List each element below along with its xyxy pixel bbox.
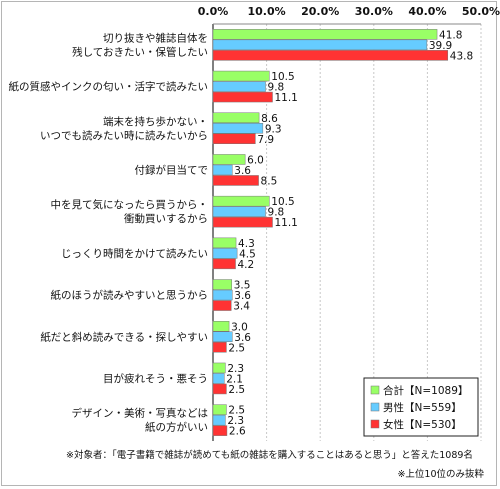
bar: [212, 29, 438, 40]
bar: [212, 50, 449, 61]
data-label: 2.5: [228, 405, 245, 417]
bar: [212, 206, 266, 217]
x-tick-label: 0.0%: [198, 5, 229, 18]
legend-swatch: [370, 419, 380, 429]
top10-footnote: ※上位10位のみ抜粋: [397, 469, 484, 480]
data-label: 2.5: [228, 342, 245, 354]
bar: [212, 248, 238, 259]
bar: [212, 258, 236, 270]
category-label: いつでも読みたい時に読みたいから: [40, 129, 208, 142]
bar: [212, 216, 273, 228]
bar: [212, 81, 266, 92]
data-label: 41.8: [439, 29, 462, 41]
x-tick-label: 50.0%: [462, 5, 500, 18]
category-label: 紙だと斜め読みできる・探しやすい: [40, 330, 208, 343]
bar: [212, 195, 270, 207]
bar: [212, 91, 273, 103]
bar: [212, 237, 237, 249]
data-label: 2.3: [227, 415, 244, 427]
category-label: 衝動買いするから: [124, 212, 208, 225]
x-tick-label: 40.0%: [408, 5, 446, 18]
data-label: 6.0: [247, 154, 264, 166]
bar: [212, 414, 226, 426]
category-label: 目が疲れそう・悪そう: [103, 372, 208, 385]
bar: [212, 383, 227, 395]
category-label: 切り抜きや雑誌自体を: [103, 31, 208, 44]
legend-swatch: [370, 402, 380, 412]
bar: [212, 279, 233, 290]
category-label: じっくり時間をかけて読みたい: [61, 247, 208, 260]
data-label: 3.5: [234, 280, 251, 292]
bar: [212, 331, 233, 342]
category-label: 端末を持ち歩かない・: [103, 115, 208, 128]
legend-label: 男性【N=559】: [383, 401, 462, 414]
bar: [212, 373, 225, 384]
bar: [212, 112, 260, 123]
bar: [212, 164, 233, 176]
legend-label: 女性【N=530】: [383, 418, 462, 431]
bar: [212, 70, 270, 82]
data-label: 2.1: [226, 373, 243, 385]
data-label: 3.0: [231, 321, 248, 333]
bar: [212, 289, 233, 301]
data-label: 9.8: [268, 207, 285, 219]
data-label: 2.3: [227, 363, 244, 375]
data-label: 4.5: [239, 248, 256, 260]
data-label: 4.2: [238, 259, 255, 271]
data-label: 2.5: [228, 384, 245, 396]
data-label: 4.3: [238, 238, 255, 250]
category-label: 中を見て気になったら買うから・: [51, 198, 209, 211]
data-label: 9.8: [268, 82, 285, 94]
bar: [212, 404, 227, 415]
x-tick-label: 30.0%: [355, 5, 393, 18]
legend-box: [363, 377, 479, 437]
data-label: 10.5: [271, 196, 294, 208]
legend-label: 合計【N=1089】: [383, 384, 468, 397]
target-footnote: ※対象者：「電子書籍で雑誌が読めても紙の雑誌を購入することはあると思う」と答えた…: [66, 450, 473, 461]
legend-swatch: [370, 385, 380, 395]
bar: [212, 39, 428, 51]
data-label: 3.6: [234, 332, 251, 344]
category-label: 残しておきたい・保管したい: [72, 45, 208, 58]
category-label: デザイン・美術・写真などは: [72, 407, 209, 420]
data-label: 11.1: [274, 92, 297, 104]
data-label: 3.6: [234, 165, 251, 177]
bar: [212, 123, 264, 134]
category-label: 紙のほうが読みやすいと思うから: [51, 289, 209, 302]
data-label: 11.1: [274, 217, 297, 229]
data-label: 10.5: [271, 71, 294, 83]
data-label: 39.9: [429, 40, 452, 52]
data-label: 3.4: [233, 301, 250, 313]
data-label: 9.3: [265, 123, 282, 135]
bar: [212, 154, 246, 165]
data-label: 7.9: [257, 134, 274, 146]
data-label: 2.6: [229, 426, 246, 438]
bar: [212, 362, 226, 374]
data-label: 43.8: [450, 50, 473, 62]
data-label: 8.6: [261, 113, 278, 125]
category-label: 紙の質感やインクの匂い・活字で読みたい: [9, 80, 209, 93]
bar: [212, 175, 259, 186]
bar: [212, 425, 228, 436]
data-label: 8.5: [261, 175, 278, 187]
data-label: 3.6: [234, 290, 251, 302]
x-tick-label: 10.0%: [248, 5, 286, 18]
bar: [212, 321, 230, 332]
bar: [212, 300, 232, 311]
category-label: 付録が目当てで: [135, 163, 209, 176]
bar: [212, 342, 227, 353]
x-tick-label: 20.0%: [301, 5, 339, 18]
category-label: 紙の方がいい: [145, 421, 208, 434]
bar: [212, 133, 256, 144]
